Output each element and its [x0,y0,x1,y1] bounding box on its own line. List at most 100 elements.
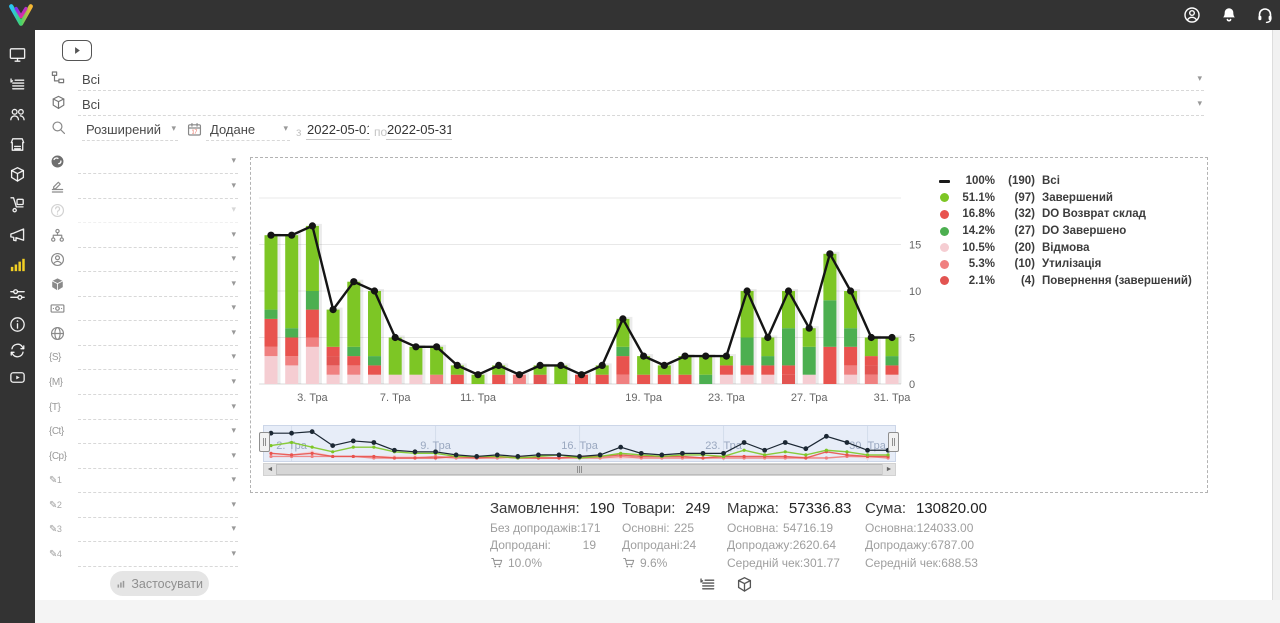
chevron-down-icon [283,123,288,134]
sidebar-item-analytics[interactable] [8,255,27,274]
bars [264,223,902,384]
stat-row: Допродажу: 6787.00 [865,538,975,552]
total-line-dots [267,222,896,379]
payment-filter-select[interactable] [78,299,238,322]
orders-view-toggle[interactable] [698,575,717,594]
manager-filter-select[interactable] [78,250,238,273]
date-to-input[interactable] [386,120,452,140]
legend-dot-swatch [939,276,950,286]
legend-item[interactable]: 51.1% (97) Завершений [939,190,1201,207]
utm-campaign-filter-select[interactable] [78,447,238,469]
user-account-icon[interactable] [1182,5,1202,25]
apply-button[interactable]: Застосувати [110,571,209,596]
svg-text:3. Тра: 3. Тра [297,392,328,404]
user-circle-icon [49,251,66,268]
date-from-label: з [296,125,302,139]
chevron-down-icon [231,278,236,289]
sidebar-item-supply[interactable] [8,195,27,214]
legend-item[interactable]: 14.2% (27) DO Завершено [939,223,1201,240]
chevron-down-icon [231,155,236,166]
sidebar-item-marketing[interactable] [8,225,27,244]
legend-percent: 100% [965,175,995,188]
custom-field-4-filter-select[interactable] [78,545,238,567]
sidebar-item-video-tutorials[interactable] [8,368,27,387]
date-from-input[interactable] [306,120,370,140]
pencil-3-icon: ✎3 [49,524,62,536]
scrollbar-thumb[interactable] [276,464,883,475]
sidebar-item-customers[interactable] [8,105,27,124]
braces-utm-medium-filter-icon: {M} [49,376,63,388]
group-select[interactable]: Всі [78,68,1204,91]
svg-text:7. Тра: 7. Тра [380,392,411,404]
navigator-left-handle[interactable] [259,432,270,452]
chart-navigator[interactable]: 2. Тра 9. Тра 16. Тра 23. Тра 30. Тра [263,425,896,462]
date-field-select[interactable]: Додане [206,118,290,141]
filter-row-utm-term-filter: {T} [35,398,275,421]
chevron-down-icon [231,351,236,362]
legend-label: DO Завершено [1042,225,1127,238]
custom-field-3-filter-select[interactable] [78,520,238,543]
custom-field-1-filter-select[interactable] [78,471,238,494]
hierarchy-tree-icon [50,69,67,86]
scrollbar-right-arrow[interactable] [882,464,895,475]
filter-row-utm-medium-filter: {M} [35,373,275,396]
legend-item[interactable]: 5.3% (10) Утилізація [939,256,1201,273]
sidebar-item-dashboard[interactable] [8,45,27,64]
braces-utm-source-filter-icon: {S} [49,352,61,364]
status-filter-select[interactable] [78,177,238,199]
notifications-bell-icon[interactable] [1219,5,1239,25]
chevron-down-icon [1197,73,1202,84]
app-logo[interactable] [8,2,34,28]
legend-label: Повернення (завершений) [1042,274,1192,287]
products-view-toggle[interactable] [735,575,754,594]
date-field-value: Додане [210,122,256,137]
filter-row-payment-filter [35,299,275,322]
svg-text:17: 17 [192,129,198,135]
support-headset-icon[interactable] [1255,5,1275,25]
custom-field-2-filter-select[interactable] [78,496,238,518]
filter-row-product-filter [35,275,275,298]
utm-source-filter-select[interactable] [78,348,238,371]
legend-item[interactable]: 16.8% (32) DO Возврат склад [939,206,1201,223]
navigator-right-handle[interactable] [888,432,899,452]
structure-filter-select[interactable] [78,226,238,248]
product-filter-select[interactable] [78,275,238,297]
legend-percent: 10.5% [962,241,995,254]
sidebar-item-orders[interactable] [8,75,27,94]
chevron-down-icon [231,548,236,559]
sidebar-item-sync[interactable] [8,341,27,360]
left-sidebar [0,30,35,623]
legend-label: Завершений [1042,191,1114,204]
orders-stacked-chart[interactable]: 0 5 10 15 3. Тра 7. Тра 11. Тра 19. Тра 23. Тра 2… [253,164,943,409]
svg-text:30. Тра: 30. Тра [849,440,887,452]
filter-row-custom-field-4-filter: ✎4 [35,545,275,568]
search-mode-select[interactable]: Розширений [82,118,178,141]
sidebar-item-products[interactable] [8,165,27,184]
pencil-2-icon: ✎2 [49,499,62,511]
sidebar-item-warehouse[interactable] [8,135,27,154]
geo-filter-select[interactable] [78,152,238,174]
sidebar-item-settings[interactable] [8,285,27,304]
stat-title: Замовлення: 190 [490,500,615,517]
filter-row-status-filter [35,177,275,200]
chevron-down-icon [171,123,176,134]
utm-content-filter-select[interactable] [78,422,238,445]
navigator-svg: 2. Тра 9. Тра 16. Тра 23. Тра 30. Тра [263,425,896,462]
category-select[interactable]: Всі [78,93,1204,116]
legend-percent: 2.1% [968,274,995,287]
cube-f-icon [49,276,66,293]
sidebar-item-info[interactable] [8,315,27,334]
legend-item[interactable]: 10.5% (20) Відмова [939,239,1201,256]
video-guide-button[interactable] [62,40,92,61]
legend-item[interactable]: 100% (190) Всі [939,173,1201,190]
upsell-percent: 10.0% [490,556,596,570]
navigator-scrollbar [263,463,896,476]
filter-row-unknown-filter [35,201,275,224]
utm-term-filter-select[interactable] [78,398,238,420]
stat-title: Маржа: 57336.83 [727,500,852,517]
legend-item[interactable]: 2.1% (4) Повернення (завершений) [939,273,1201,290]
svg-text:27. Тра: 27. Тра [791,392,829,404]
utm-medium-filter-select[interactable] [78,373,238,395]
source-filter-select[interactable] [78,324,238,346]
filter-row-geo-filter [35,152,275,175]
